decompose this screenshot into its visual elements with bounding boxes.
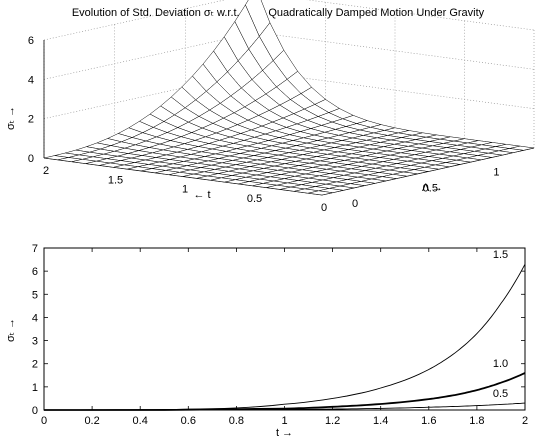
series-label-0-5: 0.5 <box>493 388 508 400</box>
surface-z-tick: 0 <box>28 153 34 165</box>
series-line-0-5 <box>44 402 526 411</box>
x-tick-label: 0.8 <box>229 415 244 427</box>
y-tick-label: 7 <box>32 243 38 255</box>
line-plot-xlabel: t → <box>276 427 293 439</box>
surface-z-tick: 2 <box>28 114 34 126</box>
x-tick-label: 1 <box>281 415 287 427</box>
y-tick-label: 4 <box>32 312 38 324</box>
surface-mesh <box>43 0 535 196</box>
x-tick-label: 2 <box>522 415 528 427</box>
x-tick-label: 1.2 <box>325 415 340 427</box>
line-plot-ticks: 0 0.2 0.4 0.6 0.8 1 1.2 1.4 1.6 1.8 2 0 1 2 3 4 5 6 7 <box>32 243 528 427</box>
y-tick-label: 1 <box>32 382 38 394</box>
x-tick-label: 0.2 <box>84 415 99 427</box>
surface-mesh-cell <box>308 190 333 196</box>
y-tick-label: 2 <box>32 359 38 371</box>
y-tick-label: 6 <box>32 266 38 278</box>
x-tick-label: 1.6 <box>421 415 436 427</box>
surface-t-tick: 0 <box>321 202 327 214</box>
surface-z-tick: 6 <box>28 35 34 47</box>
line-plot-ylabel: σₜ → <box>5 318 17 342</box>
x-tick-label: 0.6 <box>181 415 196 427</box>
x-tick-label: 0.4 <box>133 415 148 427</box>
surface-zlabel: σₜ → <box>5 106 17 130</box>
x-tick-label: 1.8 <box>469 415 484 427</box>
y-tick-label: 0 <box>32 405 38 417</box>
surface-gridline <box>43 0 226 41</box>
surface-z-tick: 4 <box>28 74 34 86</box>
surface-t-tick: 0.5 <box>247 193 262 205</box>
surface-t-tick: 1 <box>182 184 188 196</box>
chart-title: Evolution of Std. Deviation σₜ w.r.t. Λ … <box>72 7 485 19</box>
surface-lambda-tick: 0 <box>352 198 358 210</box>
surface-t-tick: 2 <box>43 165 49 177</box>
surface-lambdalabel: Λ → <box>422 182 443 194</box>
surface-lambda-tick: 1 <box>493 167 499 179</box>
line-plot-series: 1.5 1.0 0.5 <box>44 249 526 411</box>
x-tick-label: 1.4 <box>373 415 388 427</box>
y-tick-label: 3 <box>32 336 38 348</box>
surface-lambda-tick: 0.5 <box>423 182 438 194</box>
series-line-1-0 <box>44 372 526 411</box>
surface-tlabel: ← t <box>193 189 210 201</box>
series-line-1-5 <box>44 263 526 411</box>
series-label-1-0: 1.0 <box>493 358 508 370</box>
x-tick-label: 0 <box>41 415 47 427</box>
y-tick-label: 5 <box>32 289 38 301</box>
line-plot-frame <box>43 247 526 411</box>
surface-t-tick: 1.5 <box>108 174 123 186</box>
series-label-1-5: 1.5 <box>493 249 508 261</box>
surface-gridline <box>43 32 257 80</box>
